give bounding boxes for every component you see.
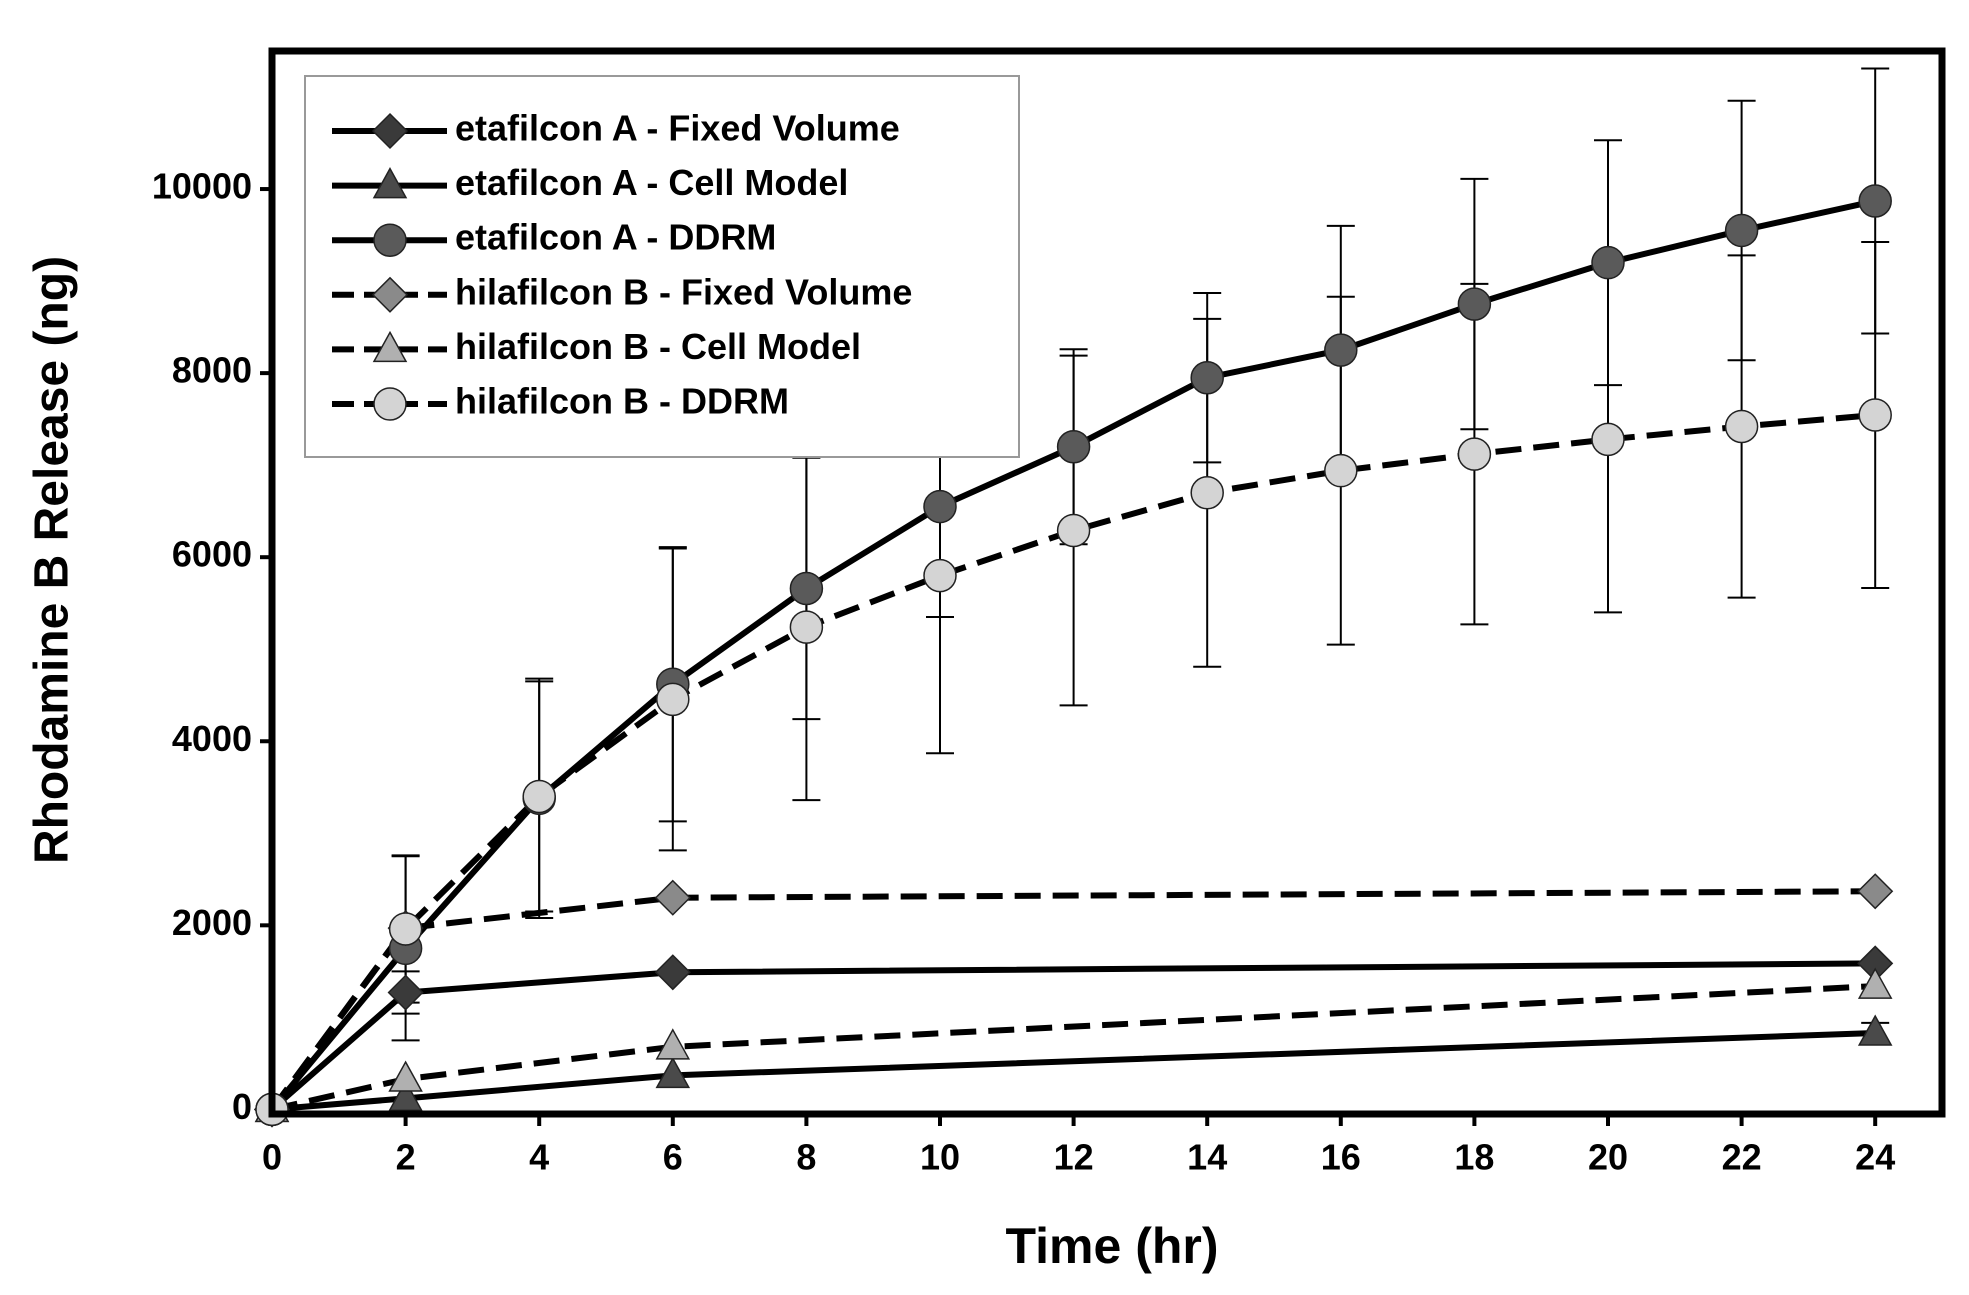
plot-frame <box>268 47 1946 1118</box>
marker <box>1724 409 1759 444</box>
marker <box>372 167 408 199</box>
legend-box <box>304 75 1020 458</box>
marker <box>655 1028 691 1060</box>
series-line <box>270 960 1876 1112</box>
x-tick-label: 24 <box>1855 1137 1895 1178</box>
marker <box>388 1060 423 1092</box>
marker <box>1457 437 1492 471</box>
marker <box>656 682 690 717</box>
x-tick-label: 12 <box>1054 1137 1094 1178</box>
marker <box>388 912 423 946</box>
x-tick-label: 8 <box>796 1137 816 1178</box>
y-tick-label: 2000 <box>172 902 252 943</box>
marker <box>1190 360 1224 395</box>
marker <box>654 954 691 991</box>
marker <box>1324 453 1358 488</box>
legend-label: etafilcon A - DDRM <box>455 217 776 258</box>
y-axis-title: Rhodamine B Release (ng) <box>26 256 79 864</box>
series-line <box>271 983 1876 1113</box>
marker <box>789 610 824 644</box>
marker <box>388 1079 423 1112</box>
x-tick-label: 2 <box>396 1137 416 1178</box>
marker <box>1858 398 1892 432</box>
x-tick-label: 20 <box>1588 1137 1628 1178</box>
marker <box>1591 245 1625 280</box>
marker <box>1324 333 1358 367</box>
marker <box>1858 184 1892 218</box>
y-tick-label: 8000 <box>172 350 252 391</box>
marker <box>372 330 408 363</box>
marker <box>789 571 824 606</box>
x-tick-label: 22 <box>1722 1137 1762 1178</box>
x-tick-label: 10 <box>920 1137 960 1178</box>
x-tick-label: 14 <box>1187 1137 1227 1178</box>
marker <box>522 779 556 814</box>
marker <box>1056 429 1091 464</box>
y-tick-label: 10000 <box>152 166 252 207</box>
series-line <box>271 1030 1876 1113</box>
x-tick-label: 4 <box>529 1137 549 1178</box>
y-tick-label: 6000 <box>172 534 252 575</box>
marker <box>655 1056 691 1089</box>
y-tick-label: 4000 <box>172 718 252 759</box>
x-axis-title: Time (hr) <box>1006 1218 1219 1274</box>
y-tick-label: 0 <box>232 1086 252 1127</box>
legend-label: hilafilcon B - Cell Model <box>455 326 861 367</box>
marker <box>923 489 957 524</box>
marker <box>373 223 407 257</box>
marker <box>1056 513 1091 548</box>
x-tick-label: 18 <box>1454 1137 1494 1178</box>
legend-label: hilafilcon B - Fixed Volume <box>455 271 912 312</box>
x-tick-label: 6 <box>663 1137 683 1178</box>
marker <box>1190 476 1224 510</box>
marker <box>654 879 691 916</box>
series-line <box>269 888 1876 1112</box>
marker <box>1857 1014 1893 1046</box>
marker <box>371 276 409 313</box>
marker <box>371 112 409 150</box>
marker <box>1591 422 1625 457</box>
legend-label: etafilcon A - Fixed Volume <box>455 108 900 149</box>
legend-label: etafilcon A - Cell Model <box>455 162 848 203</box>
marker <box>1457 287 1492 321</box>
marker <box>1857 873 1894 910</box>
marker <box>373 387 407 421</box>
legend: etafilcon A - Fixed Volume etafilcon A - … <box>304 75 1020 458</box>
x-tick-label: 16 <box>1321 1137 1361 1178</box>
marker <box>387 974 424 1011</box>
legend-label: hilafilcon B - DDRM <box>455 381 789 422</box>
marker <box>1857 967 1893 999</box>
marker <box>923 558 957 593</box>
x-tick-label: 0 <box>262 1137 282 1178</box>
marker <box>1724 213 1759 248</box>
